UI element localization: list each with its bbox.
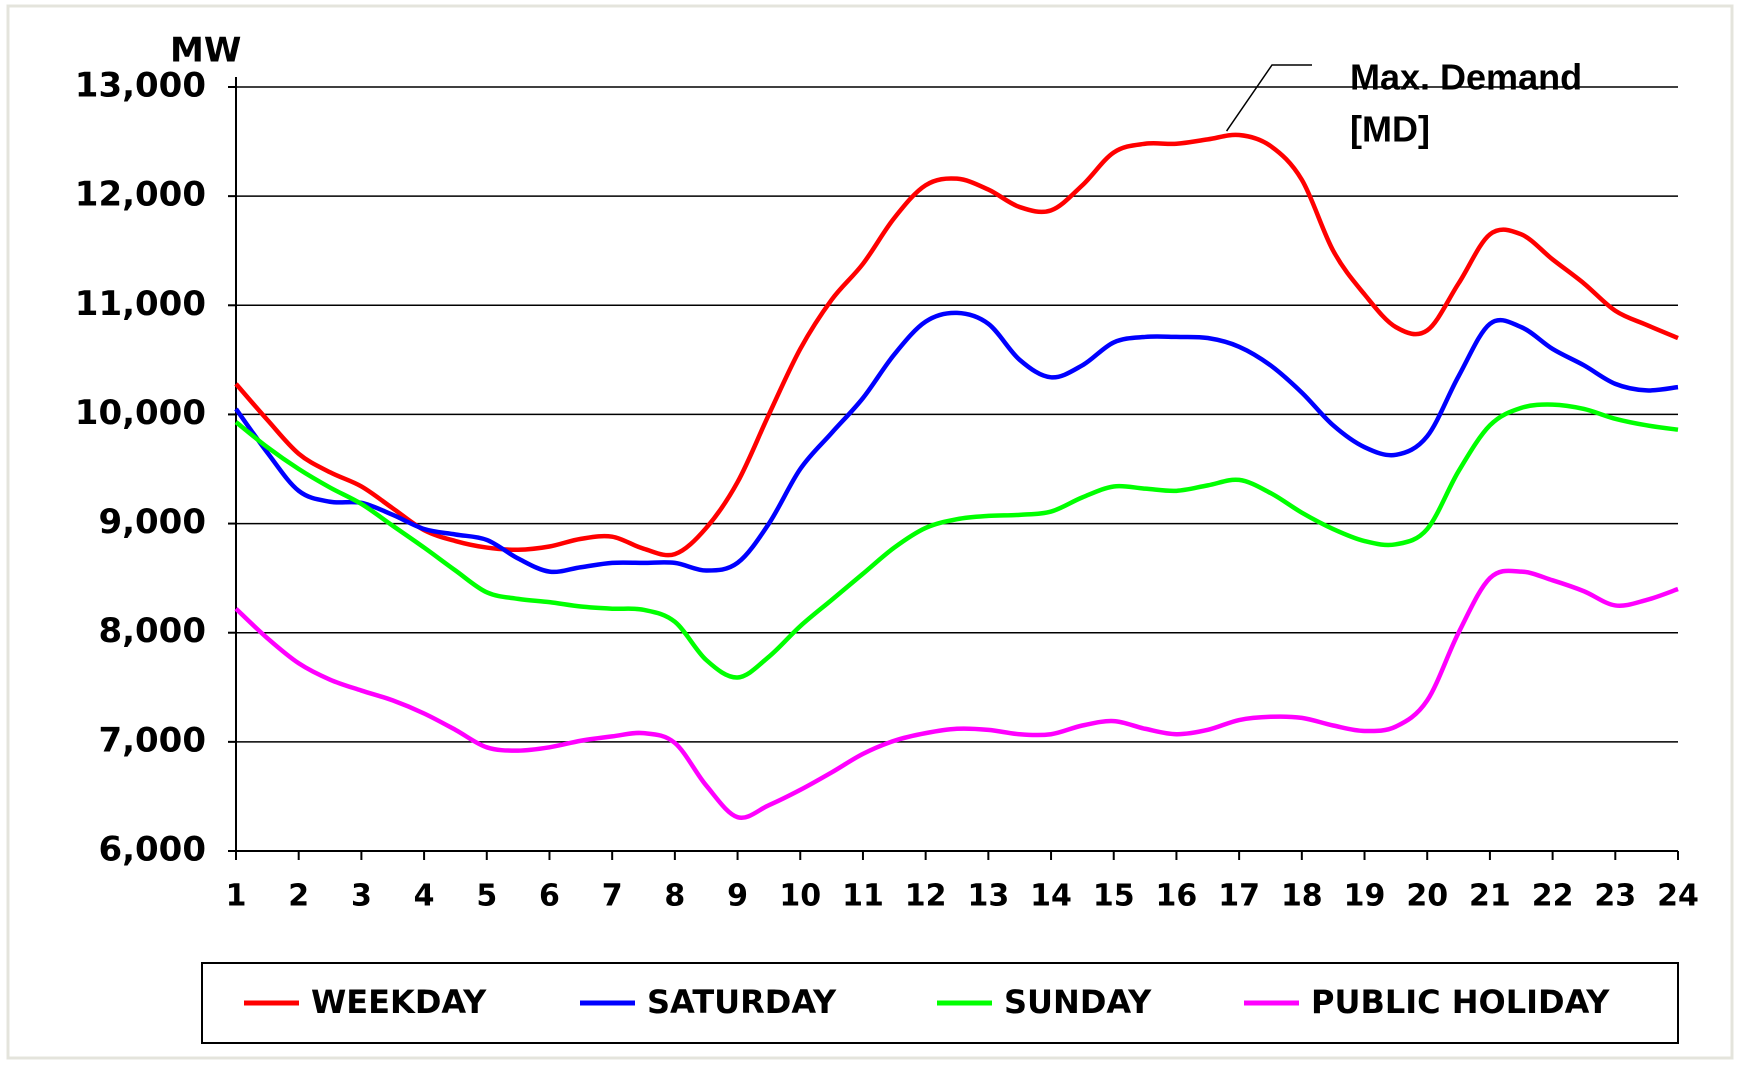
x-tick-label: 3: [351, 879, 372, 914]
x-tick-label: 21: [1469, 879, 1511, 914]
y-tick-label: 7,000: [98, 720, 206, 760]
x-tick-label: 13: [967, 879, 1009, 914]
legend-label: SUNDAY: [1004, 983, 1152, 1021]
x-tick-label: 2: [288, 879, 309, 914]
y-axis-label: MW: [170, 31, 241, 71]
line-series: [234, 132, 1679, 558]
x-tick-label: 16: [1156, 879, 1198, 914]
y-tick-label: 10,000: [75, 393, 206, 433]
x-tick-label: 20: [1406, 879, 1448, 914]
annotation-leader: [1225, 64, 1312, 132]
x-tick-label: 1: [226, 879, 247, 914]
x-tick-label: 18: [1281, 879, 1323, 914]
x-tick-label: 6: [539, 879, 560, 914]
x-tick-label: 19: [1344, 879, 1386, 914]
x-tick-label: 17: [1218, 879, 1260, 914]
legend-label: WEEKDAY: [311, 983, 487, 1021]
x-tick-label: 7: [602, 879, 623, 914]
x-tick-label: 22: [1532, 879, 1574, 914]
x-tick-label: 8: [664, 879, 685, 914]
x-tick-label: 4: [414, 879, 435, 914]
y-tick-label: 11,000: [75, 284, 206, 324]
x-tick-label: 9: [727, 879, 748, 914]
x-tick-label: 11: [842, 879, 884, 914]
y-tick-label: 13,000: [75, 66, 206, 106]
x-tick-label: 15: [1093, 879, 1135, 914]
y-tick-label: 12,000: [75, 175, 206, 215]
y-tick-label: 9,000: [98, 502, 206, 542]
annotation: [MD]: [1350, 109, 1430, 150]
x-tick-label: 24: [1657, 879, 1699, 914]
x-tick-label: 10: [779, 879, 821, 914]
line-series: [234, 568, 1679, 821]
x-tick-label: 5: [476, 879, 497, 914]
frame: [6, 4, 1734, 1060]
annotation: Max. Demand: [1350, 57, 1582, 98]
x-tick-label: 23: [1594, 879, 1636, 914]
x-tick-label: 14: [1030, 879, 1072, 914]
line-series: [234, 310, 1679, 575]
y-tick-label: 8,000: [98, 611, 206, 651]
x-tick-label: 12: [905, 879, 947, 914]
legend-label: SATURDAY: [647, 983, 837, 1021]
legend-label: PUBLIC HOLIDAY: [1311, 983, 1610, 1021]
y-tick-label: 6,000: [98, 830, 206, 870]
line-series: [234, 402, 1679, 680]
